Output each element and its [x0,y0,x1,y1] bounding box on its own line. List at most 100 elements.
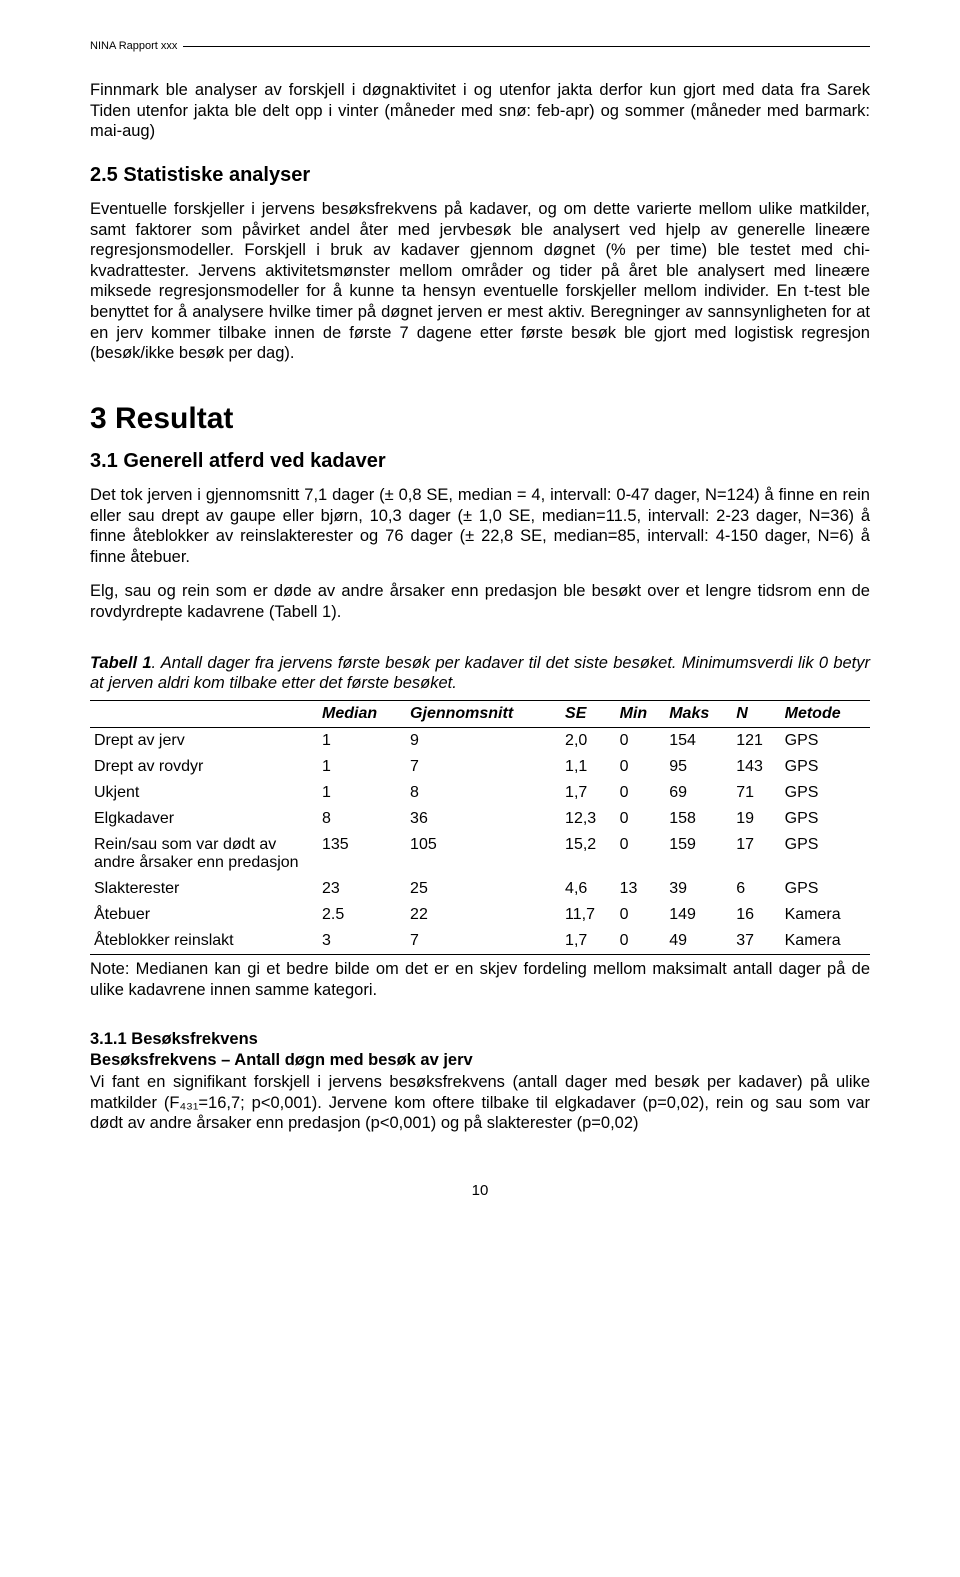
table-cell: 0 [616,928,666,955]
table-row: Åtebuer2.52211,7014916Kamera [90,902,870,928]
table-cell: 39 [665,876,732,902]
heading-2-5: 2.5 Statistiske analyser [90,164,870,187]
table-cell: 7 [406,928,561,955]
table-cell: 22 [406,902,561,928]
table-cell: Åteblokker reinslakt [90,928,318,955]
table-cell: 8 [406,780,561,806]
table-cell: 23 [318,876,406,902]
table-cell: 158 [665,806,732,832]
table-cell: 1,1 [561,754,616,780]
table-cell: 1 [318,727,406,754]
table-row: Ukjent181,706971GPS [90,780,870,806]
table-cell: 0 [616,832,666,876]
table-cell: Kamera [781,928,870,955]
table-cell: Åtebuer [90,902,318,928]
table-cell: 13 [616,876,666,902]
table-cell: 143 [732,754,780,780]
header-rule [183,46,870,47]
table-cell: Drept av jerv [90,727,318,754]
table-cell: 3 [318,928,406,955]
table-cell: 0 [616,754,666,780]
table-header-row: Median Gjennomsnitt SE Min Maks N Metode [90,700,870,727]
table-cell: GPS [781,780,870,806]
paragraph-3-1-b: Elg, sau og rein som er døde av andre år… [90,581,870,622]
intro-paragraph: Finnmark ble analyser av forskjell i døg… [90,80,870,142]
table-cell: GPS [781,727,870,754]
table-cell: 12,3 [561,806,616,832]
table-cell: 8 [318,806,406,832]
table-cell: 159 [665,832,732,876]
table-cell: 135 [318,832,406,876]
table-cell: 19 [732,806,780,832]
table-cell: 105 [406,832,561,876]
paragraph-2-5: Eventuelle forskjeller i jervens besøksf… [90,199,870,364]
table-cell: 154 [665,727,732,754]
table-cell: 36 [406,806,561,832]
paragraph-3-1-1: Vi fant en signifikant forskjell i jerve… [90,1072,870,1134]
col-header: SE [561,700,616,727]
header-label: NINA Rapport xxx [90,40,177,52]
table-caption-label: Tabell 1 [90,654,152,672]
table-cell: 2.5 [318,902,406,928]
table-cell: 121 [732,727,780,754]
table-cell: Drept av rovdyr [90,754,318,780]
table-cell: 9 [406,727,561,754]
table-cell: Kamera [781,902,870,928]
table-cell: 37 [732,928,780,955]
table-cell: 1,7 [561,780,616,806]
table-caption: Tabell 1. Antall dager fra jervens først… [90,653,870,694]
table-cell: GPS [781,832,870,876]
table-cell: Slakterester [90,876,318,902]
col-header: Maks [665,700,732,727]
page-header: NINA Rapport xxx [90,40,870,52]
heading-3-1: 3.1 Generell atferd ved kadaver [90,450,870,473]
table-cell: 25 [406,876,561,902]
table-cell: Rein/sau som var dødt av andre årsaker e… [90,832,318,876]
col-header: Metode [781,700,870,727]
table-cell: 1,7 [561,928,616,955]
table-cell: 4,6 [561,876,616,902]
table-cell: 16 [732,902,780,928]
table-cell: GPS [781,876,870,902]
table-cell: 0 [616,902,666,928]
col-header: Min [616,700,666,727]
paragraph-3-1-a: Det tok jerven i gjennomsnitt 7,1 dager … [90,485,870,568]
table-row: Elgkadaver83612,3015819GPS [90,806,870,832]
table-cell: 15,2 [561,832,616,876]
subheading-bold: Besøksfrekvens – Antall døgn med besøk a… [90,1051,870,1070]
table-caption-text: . Antall dager fra jervens første besøk … [90,654,870,693]
table-cell: 0 [616,806,666,832]
table-cell: 49 [665,928,732,955]
table-cell: Ukjent [90,780,318,806]
table-cell: Elgkadaver [90,806,318,832]
table-cell: 7 [406,754,561,780]
table-row: Åteblokker reinslakt371,704937Kamera [90,928,870,955]
table-cell: 0 [616,780,666,806]
table-cell: 11,7 [561,902,616,928]
col-header: Median [318,700,406,727]
col-header: Gjennomsnitt [406,700,561,727]
table-cell: GPS [781,754,870,780]
table-cell: 69 [665,780,732,806]
table-row: Rein/sau som var dødt av andre årsaker e… [90,832,870,876]
table-cell: 95 [665,754,732,780]
col-header [90,700,318,727]
table-cell: 17 [732,832,780,876]
table-cell: 149 [665,902,732,928]
table-row: Slakterester23254,613396GPS [90,876,870,902]
table-cell: 71 [732,780,780,806]
table-cell: 6 [732,876,780,902]
table-cell: 1 [318,754,406,780]
table-cell: 1 [318,780,406,806]
page-number: 10 [90,1182,870,1199]
heading-3: 3 Resultat [90,402,870,436]
table-row: Drept av jerv192,00154121GPS [90,727,870,754]
table-note: Note: Medianen kan gi et bedre bilde om … [90,959,870,1000]
results-table: Median Gjennomsnitt SE Min Maks N Metode… [90,700,870,955]
table-row: Drept av rovdyr171,1095143GPS [90,754,870,780]
table-cell: 2,0 [561,727,616,754]
table-cell: 0 [616,727,666,754]
heading-3-1-1: 3.1.1 Besøksfrekvens [90,1030,870,1049]
col-header: N [732,700,780,727]
table-cell: GPS [781,806,870,832]
